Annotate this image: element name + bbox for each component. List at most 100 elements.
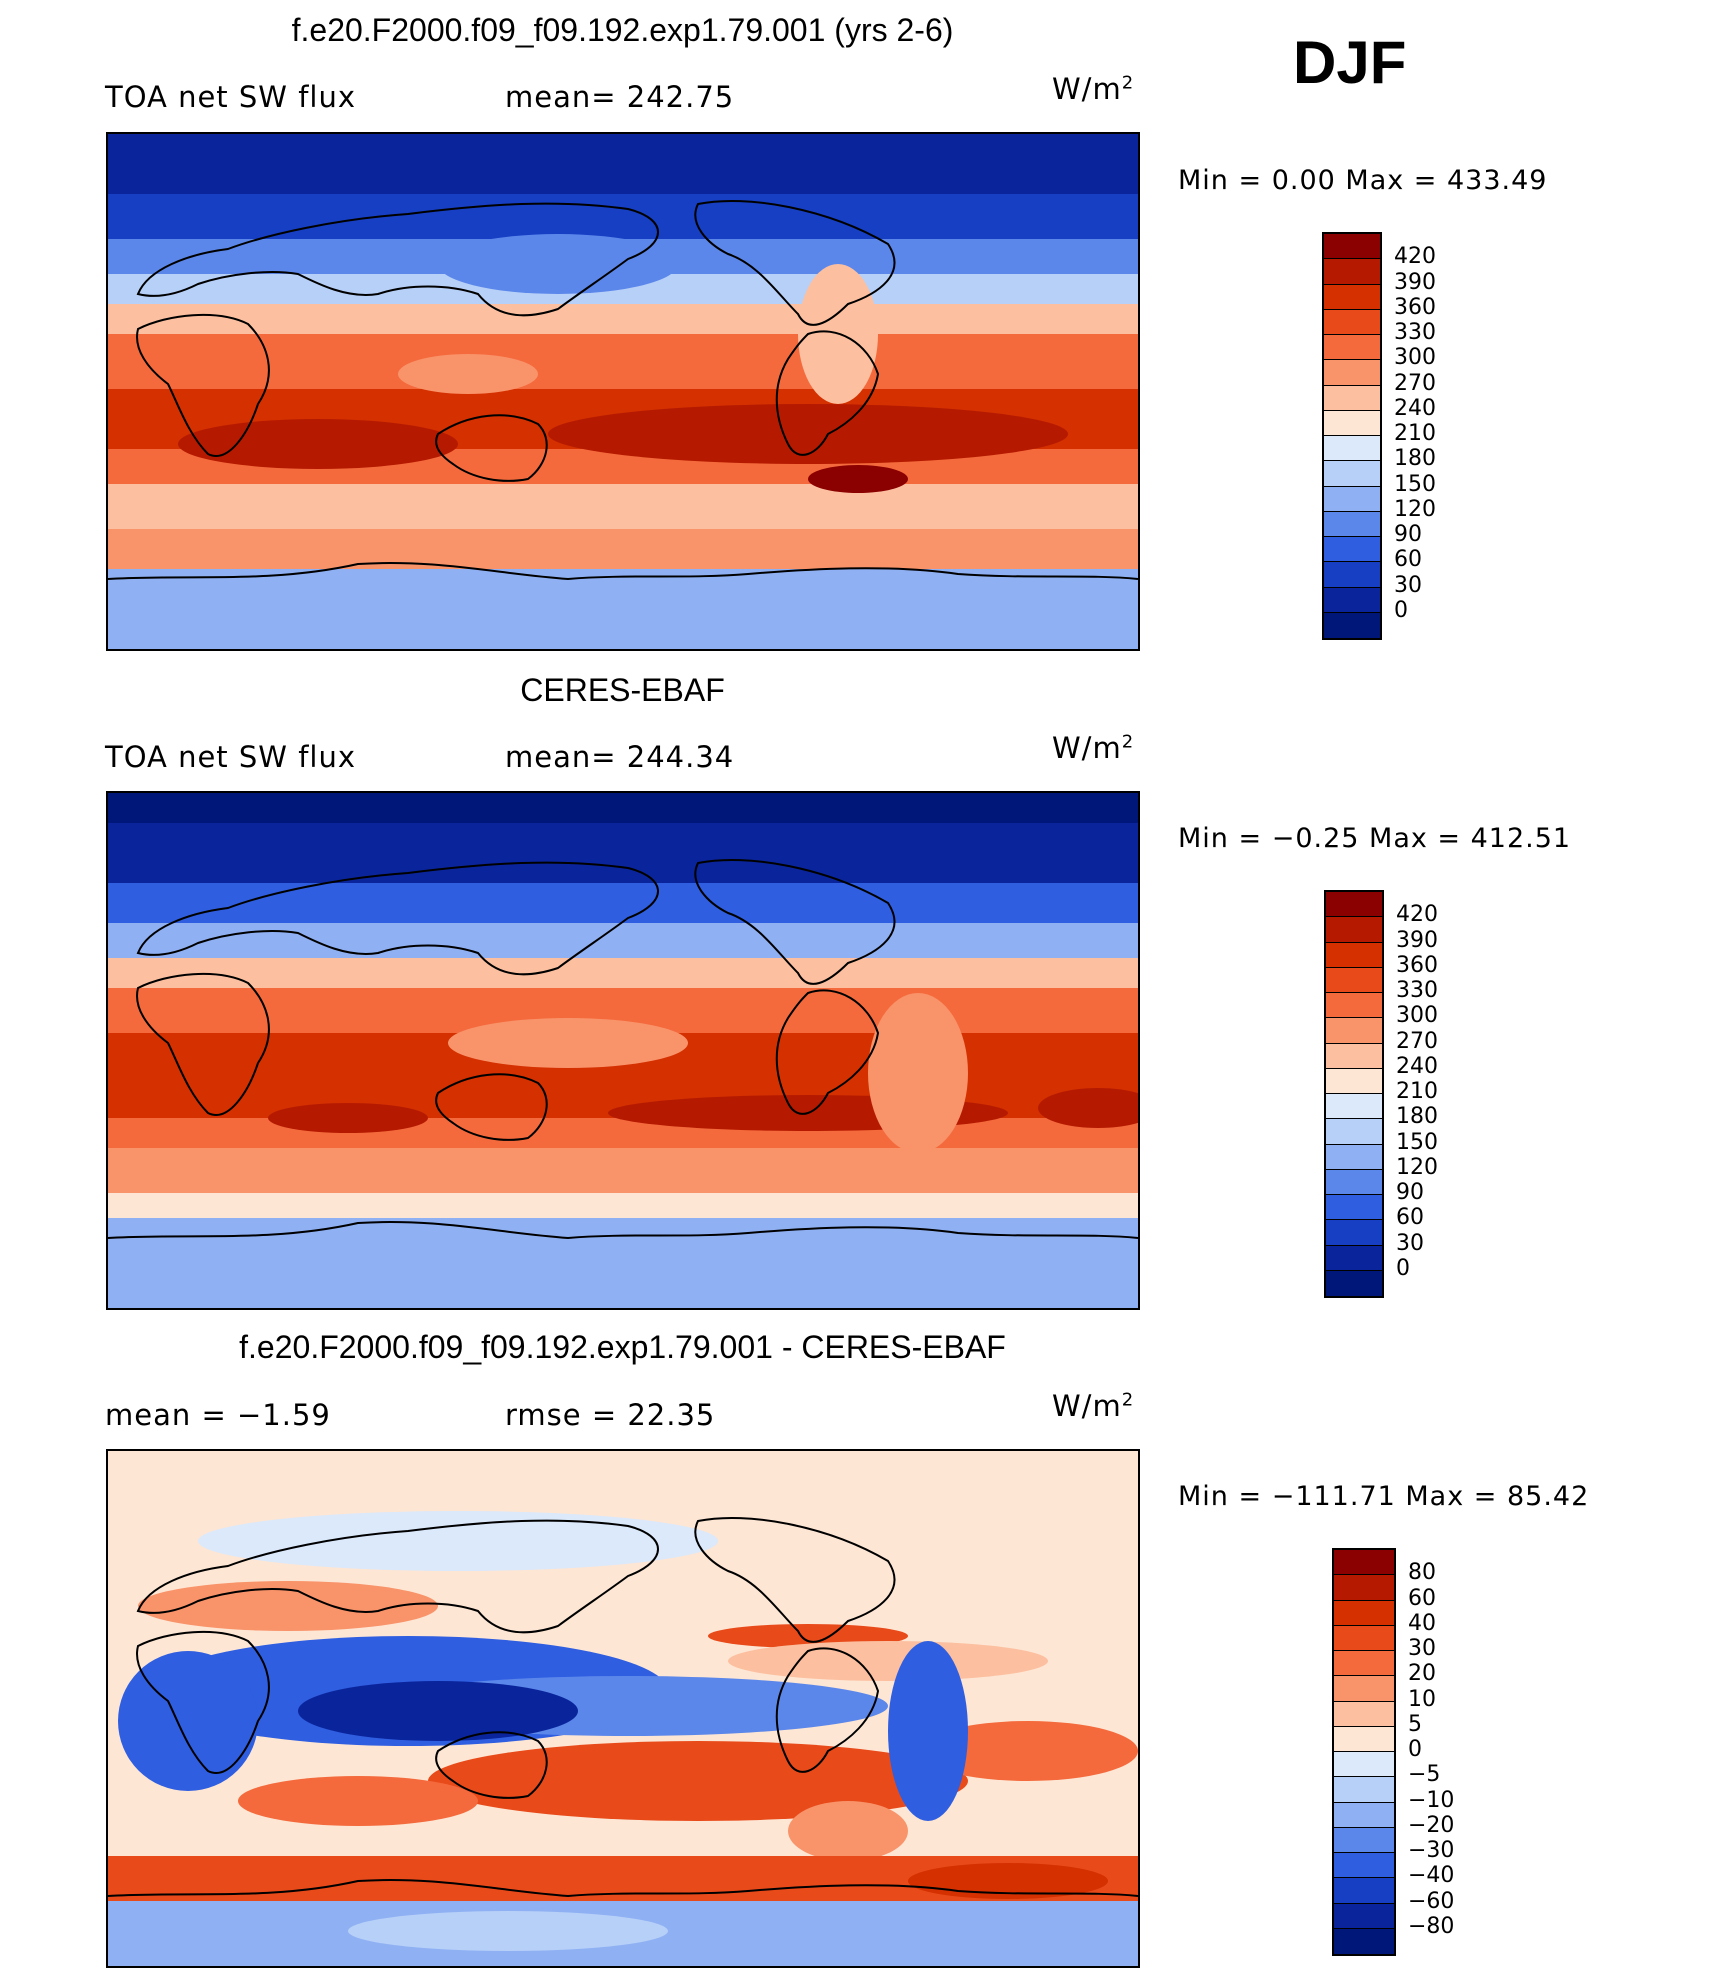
colorbar-tick-label: 150: [1396, 1129, 1438, 1155]
colorbar-swatch: [1334, 1575, 1394, 1601]
colorbar-swatch: [1334, 1701, 1394, 1727]
colorbar-swatch: [1324, 259, 1380, 285]
colorbar-tick-label: 120: [1394, 496, 1436, 522]
colorbar-swatch: [1324, 612, 1380, 638]
colorbar-tick-label: 0: [1408, 1737, 1422, 1762]
panel-3-map-graphic: [108, 1451, 1138, 1966]
colorbar-swatch: [1326, 942, 1382, 968]
panel-2-map: [106, 791, 1140, 1310]
colorbar-tick-label: 390: [1396, 927, 1438, 953]
panel-2-variable-label: TOA net SW flux: [105, 740, 357, 774]
panel-1-variable-label: TOA net SW flux: [105, 80, 357, 114]
colorbar-tick-label: 60: [1396, 1205, 1424, 1231]
colorbar-swatch: [1324, 410, 1380, 436]
colorbar-tick-label: 390: [1394, 269, 1436, 295]
colorbar-swatch: [1326, 917, 1382, 943]
colorbar-swatch: [1334, 1903, 1394, 1929]
panel-3-map: [106, 1449, 1140, 1968]
colorbar-swatch: [1334, 1752, 1394, 1778]
colorbar-swatch: [1334, 1878, 1394, 1904]
panel-2-colorbar: [1324, 890, 1384, 1298]
colorbar-tick-label: 210: [1396, 1079, 1438, 1104]
colorbar-tick-label: −30: [1408, 1838, 1455, 1863]
panel-1-map-graphic: [108, 134, 1138, 649]
colorbar-tick-label: 270: [1396, 1028, 1438, 1054]
colorbar-swatch: [1334, 1726, 1394, 1752]
colorbar-tick-label: 60: [1408, 1585, 1436, 1611]
colorbar-swatch: [1324, 562, 1380, 588]
colorbar-tick-label: −40: [1408, 1863, 1455, 1889]
colorbar-tick-label: 5: [1408, 1711, 1422, 1737]
colorbar-swatch: [1334, 1600, 1394, 1626]
colorbar-swatch: [1334, 1676, 1394, 1702]
panel-3-title: f.e20.F2000.f09_f09.192.exp1.79.001 - CE…: [239, 1329, 1006, 1365]
colorbar-tick-label: 270: [1394, 370, 1436, 396]
panel-2-mean: mean= 244.34: [505, 740, 735, 774]
panel-1-title: f.e20.F2000.f09_f09.192.exp1.79.001 (yrs…: [291, 12, 954, 48]
colorbar-tick-label: −5: [1408, 1762, 1441, 1788]
colorbar-tick-label: 80: [1408, 1560, 1436, 1586]
colorbar-tick-label: −60: [1408, 1888, 1455, 1914]
colorbar-swatch: [1326, 1119, 1382, 1145]
panel-3-min-max: Min = −111.71 Max = 85.42: [1178, 1481, 1590, 1512]
colorbar-swatch: [1324, 587, 1380, 613]
panel-2-units: W/m2: [1052, 731, 1135, 765]
colorbar-tick-label: −10: [1408, 1787, 1455, 1813]
panel-1-units: W/m2: [1052, 72, 1135, 106]
colorbar-tick-label: 300: [1396, 1003, 1438, 1029]
colorbar-tick-label: 420: [1396, 902, 1438, 928]
colorbar-tick-label: 150: [1394, 471, 1436, 497]
season-label: DJF: [1293, 29, 1407, 96]
panel-2-min-max: Min = −0.25 Max = 412.51: [1178, 823, 1572, 854]
colorbar-swatch: [1326, 993, 1382, 1019]
colorbar-tick-label: 420: [1394, 244, 1436, 270]
colorbar-swatch: [1326, 1220, 1382, 1246]
colorbar-tick-label: −20: [1408, 1812, 1455, 1838]
colorbar-tick-label: 120: [1396, 1154, 1438, 1180]
panel-1-mean: mean= 242.75: [505, 80, 735, 114]
colorbar-tick-label: 30: [1396, 1230, 1424, 1256]
colorbar-tick-label: 0: [1396, 1255, 1410, 1281]
colorbar-swatch: [1324, 537, 1380, 563]
colorbar-swatch: [1334, 1625, 1394, 1651]
colorbar-tick-label: 30: [1394, 572, 1422, 598]
colorbar-swatch: [1334, 1853, 1394, 1879]
colorbar-tick-label: 0: [1394, 597, 1408, 623]
colorbar-swatch: [1324, 486, 1380, 512]
colorbar-swatch: [1324, 511, 1380, 537]
colorbar-tick-label: 330: [1396, 978, 1438, 1003]
panel-3-rmse: rmse = 22.35: [505, 1398, 716, 1432]
panel-1-map: [106, 132, 1140, 651]
colorbar-tick-label: 180: [1394, 446, 1436, 472]
colorbar-tick-label: 330: [1394, 320, 1436, 345]
colorbar-tick-label: 180: [1396, 1104, 1438, 1130]
panel-3-units: W/m2: [1052, 1389, 1135, 1423]
panel-3-mean: mean = −1.59: [105, 1398, 331, 1432]
colorbar-swatch: [1324, 284, 1380, 310]
colorbar-tick-label: 90: [1396, 1180, 1424, 1205]
colorbar-tick-label: 20: [1408, 1661, 1436, 1687]
colorbar-swatch: [1326, 967, 1382, 993]
panel-3-colorbar: [1332, 1548, 1396, 1956]
colorbar-swatch: [1334, 1802, 1394, 1828]
colorbar-swatch: [1334, 1928, 1394, 1954]
colorbar-swatch: [1326, 1270, 1382, 1296]
colorbar-swatch: [1326, 1245, 1382, 1271]
colorbar-swatch: [1324, 234, 1380, 260]
colorbar-tick-label: 240: [1396, 1053, 1438, 1079]
colorbar-swatch: [1326, 892, 1382, 918]
colorbar-swatch: [1326, 1144, 1382, 1170]
colorbar-tick-label: 240: [1394, 395, 1436, 421]
colorbar-swatch: [1324, 335, 1380, 361]
colorbar-swatch: [1326, 1043, 1382, 1069]
colorbar-swatch: [1326, 1169, 1382, 1195]
colorbar-swatch: [1334, 1777, 1394, 1803]
colorbar-swatch: [1334, 1550, 1394, 1576]
colorbar-swatch: [1324, 436, 1380, 462]
colorbar-swatch: [1326, 1018, 1382, 1044]
colorbar-tick-label: 40: [1408, 1610, 1436, 1636]
colorbar-swatch: [1324, 385, 1380, 411]
colorbar-tick-label: 30: [1408, 1636, 1436, 1661]
colorbar-swatch: [1326, 1195, 1382, 1221]
colorbar-swatch: [1324, 461, 1380, 487]
